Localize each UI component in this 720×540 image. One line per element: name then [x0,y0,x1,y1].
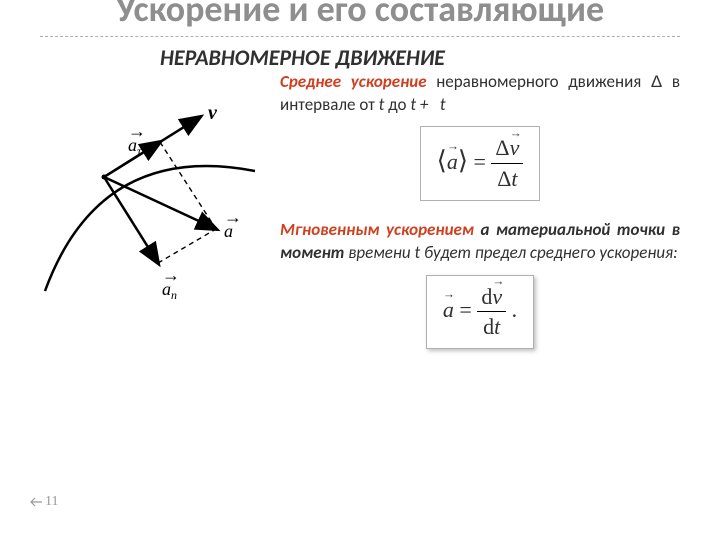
svg-text:a: a [224,221,233,241]
slide-title: Ускорение и его составляющие [40,0,680,30]
page-number: 11 [30,494,58,512]
text-column: Среднее ускорение неравномерного движени… [280,71,680,368]
formula-instant: a = dv dt . [280,275,680,349]
slide-subtitle: НЕРАВНОМЕРНОЕ ДВИЖЕНИЕ [160,47,680,69]
svg-text:v: v [208,102,218,124]
acceleration-diagram: v → aτ → an → a [40,71,270,368]
formula-average: ⟨a⟩ = Δv Δt [280,126,680,200]
para-average-accel: Среднее ускорение неравномерного движени… [280,71,680,117]
title-divider [40,36,680,37]
para-instant-accel: Мгновенным ускорением а материальной точ… [280,219,680,265]
content-row: v → aτ → an → a [40,71,680,368]
